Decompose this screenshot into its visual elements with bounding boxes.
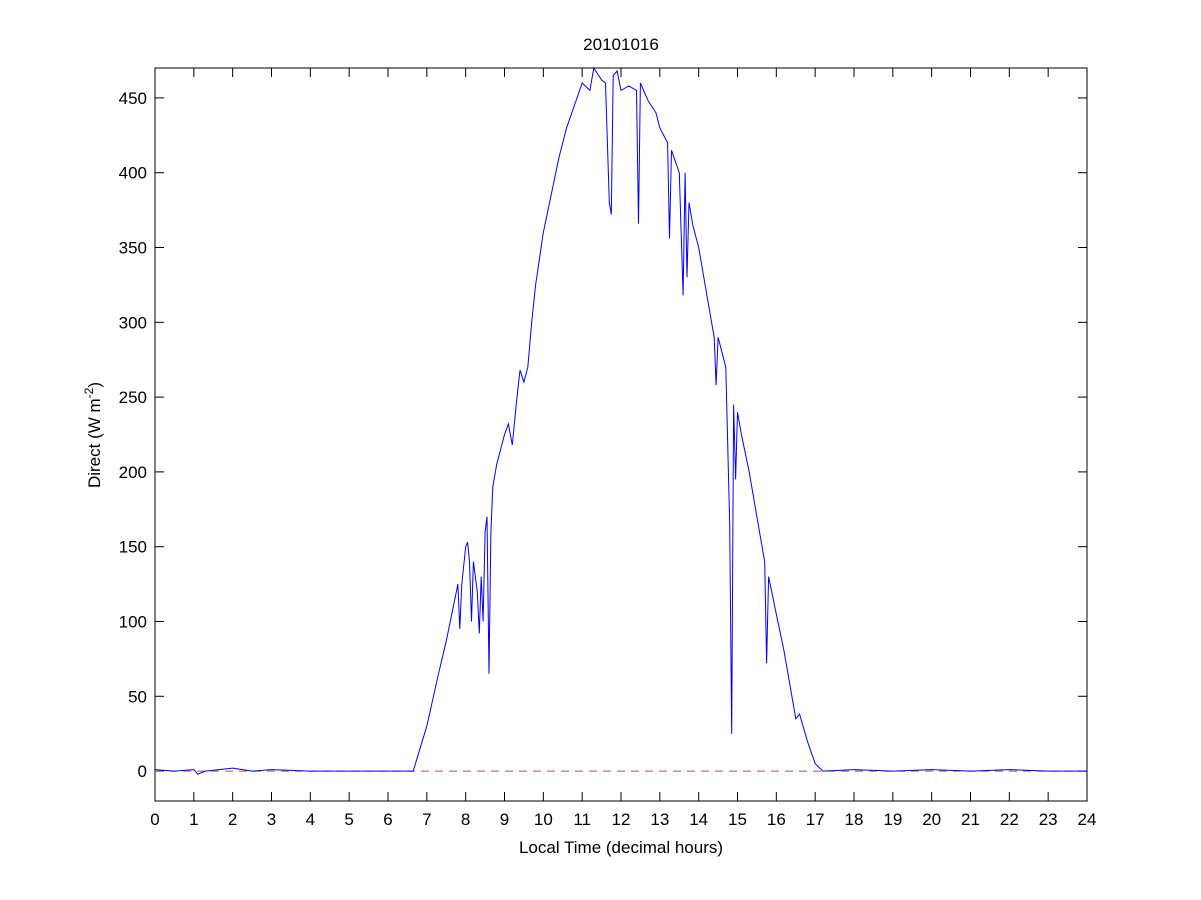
x-tick-label: 10 <box>534 810 553 829</box>
x-tick-label: 9 <box>500 810 509 829</box>
x-tick-label: 20 <box>922 810 941 829</box>
x-tick-label: 22 <box>1000 810 1019 829</box>
y-tick-label: 200 <box>119 463 147 482</box>
y-axis-label-main: Direct (W m <box>85 398 104 488</box>
x-tick-label: 5 <box>344 810 353 829</box>
x-tick-label: 8 <box>461 810 470 829</box>
plot-area <box>154 67 1088 802</box>
y-tick-label: 150 <box>119 538 147 557</box>
x-tick-label: 1 <box>189 810 198 829</box>
x-tick-label: 14 <box>689 810 708 829</box>
x-tick-label: 12 <box>612 810 631 829</box>
x-tick-label: 3 <box>267 810 276 829</box>
x-tick-label: 11 <box>573 810 591 829</box>
x-tick-label: 24 <box>1078 810 1097 829</box>
x-tick-label: 13 <box>650 810 669 829</box>
x-tick-label: 15 <box>728 810 747 829</box>
x-tick-label: 4 <box>306 810 315 829</box>
x-tick-label: 6 <box>383 810 392 829</box>
series-line-direct <box>154 66 1087 775</box>
x-axis-label: Local Time (decimal hours) <box>519 838 723 857</box>
x-tick-label: 2 <box>228 810 237 829</box>
y-tick-label: 100 <box>119 612 147 631</box>
x-tick-label: 18 <box>845 810 864 829</box>
y-tick-label: 0 <box>138 762 147 781</box>
x-tick-label: 21 <box>961 810 980 829</box>
y-tick-label: 50 <box>128 687 147 706</box>
y-axis-label-sup: -2 <box>82 387 96 398</box>
y-tick-label: 450 <box>119 89 147 108</box>
x-tick-label: 19 <box>883 810 902 829</box>
x-tick-label: 7 <box>422 810 431 829</box>
y-tick-label: 250 <box>119 388 147 407</box>
y-tick-label: 300 <box>119 313 147 332</box>
x-tick-label: 23 <box>1039 810 1058 829</box>
y-axis-label: Direct (W m-2) <box>82 382 104 488</box>
y-axis-label-close: ) <box>85 382 104 388</box>
x-tick-label: 0 <box>150 810 159 829</box>
y-tick-label: 350 <box>119 239 147 258</box>
y-tick-label: 400 <box>119 164 147 183</box>
x-tick-label: 17 <box>806 810 825 829</box>
x-tick-label: 16 <box>767 810 786 829</box>
chart-title: 20101016 <box>583 35 659 54</box>
